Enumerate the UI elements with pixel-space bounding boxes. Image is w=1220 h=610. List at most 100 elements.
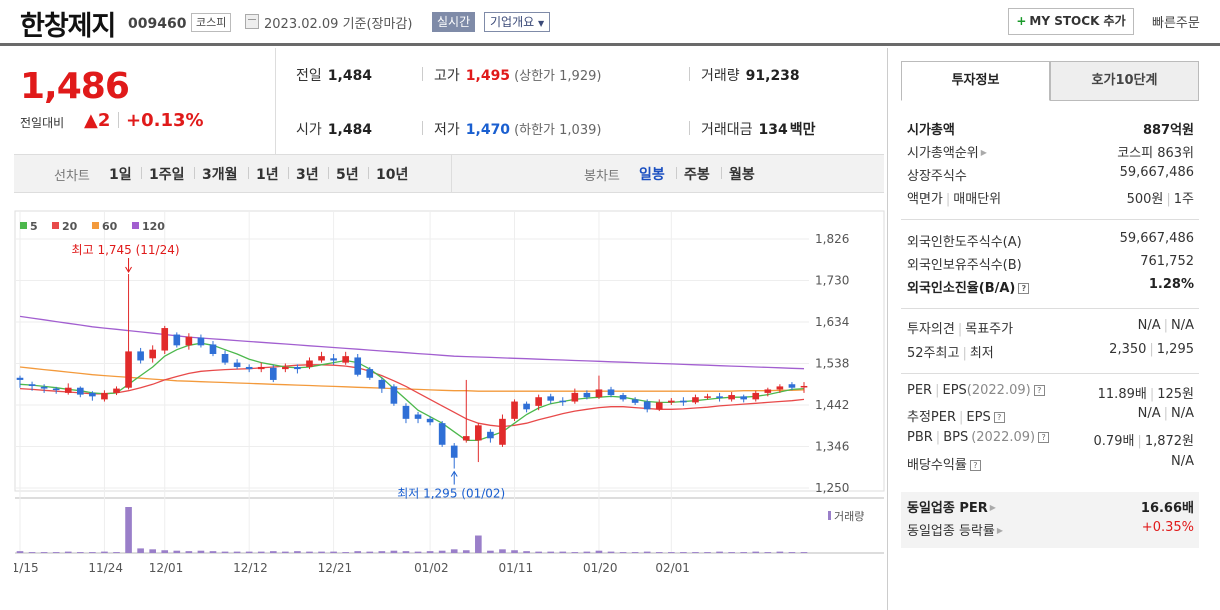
x-tick-label: 01/11 (499, 561, 534, 575)
divider: | (1137, 434, 1142, 449)
open-stat: 시가 1,484 (296, 119, 372, 139)
candle-body (257, 366, 265, 370)
candle-monthly[interactable]: 월봉 (729, 167, 755, 183)
week52-low-text: 최저 (969, 346, 994, 361)
bps-num: 1,872원 (1144, 434, 1194, 449)
period-3m[interactable]: 3개월 (202, 167, 238, 183)
period-1y[interactable]: 1년 (256, 167, 279, 183)
period-3y[interactable]: 3년 (296, 167, 319, 183)
divider: | (1149, 387, 1155, 402)
investment-info-panel: 투자정보 호가10단계 시가총액 887억원 시가총액순위 ▶ 코스피 863위 … (887, 48, 1220, 610)
realtime-button[interactable]: 실시간 (432, 12, 476, 32)
prev-close-value: 1,484 (327, 68, 373, 84)
volume-bar (64, 551, 72, 553)
volume-bar (583, 551, 591, 553)
x-tick-label: 11/24 (88, 561, 123, 575)
divider (901, 373, 1199, 374)
help-icon[interactable]: ? (1018, 283, 1030, 294)
industry-change-text: 동일업종 등락률 (907, 524, 995, 539)
quick-order-button[interactable]: 빠른주문 (1152, 16, 1200, 31)
divider (901, 308, 1199, 309)
divider (328, 167, 329, 179)
market-cap-rank-value: 코스피 863위 (1117, 146, 1194, 161)
volume-stat: 거래량 91,238 (689, 65, 800, 85)
high-arrowhead (125, 266, 132, 273)
volume-bar (318, 551, 325, 553)
candle-body (680, 400, 687, 403)
candle-body (728, 395, 735, 400)
face-value-text: 액면가 (907, 192, 943, 207)
volume-bar (764, 552, 772, 553)
tab-order-book[interactable]: 호가10단계 (1050, 61, 1199, 101)
candle-body (161, 328, 169, 351)
candle-body (800, 385, 808, 388)
trade-unit-num: 1주 (1173, 192, 1194, 207)
legend-label: 5 (30, 220, 38, 233)
x-tick-label: 12/12 (233, 561, 268, 575)
industry-change-row[interactable]: 동일업종 등락률 ▶ +0.35% (907, 520, 1194, 542)
market-cap-rank-row[interactable]: 시가총액순위 ▶ 코스피 863위 (907, 142, 1194, 164)
dividend-text: 배당수익률 (907, 458, 967, 473)
shares-value: 59,667,486 (1119, 165, 1194, 180)
candle-body (583, 392, 591, 398)
candle-body (655, 402, 663, 410)
foreign-limit-value: 59,667,486 (1119, 231, 1194, 246)
pbr-num: 0.79배 (1093, 434, 1135, 449)
foreign-limit-label: 외국인한도주식수(A) (907, 235, 1022, 250)
volume-bar (547, 551, 555, 553)
foreign-ratio-row: 외국인소진율(B/A)? 1.28% (907, 277, 1194, 299)
industry-per-row[interactable]: 동일업종 PER ▶ 16.66배 (907, 497, 1194, 519)
candlestick-chart[interactable]: 1,826 1,730 1,634 1,538 1,442 1,346 1,250 11/15… (4, 193, 886, 610)
period-5y[interactable]: 5년 (336, 167, 359, 183)
candle-body (52, 388, 60, 391)
volume-bar (559, 551, 567, 553)
volume-bar (619, 552, 627, 553)
period-10y[interactable]: 10년 (376, 167, 409, 183)
divider (194, 167, 195, 179)
candle-body (402, 405, 410, 419)
chart-frame (14, 210, 885, 492)
help-icon[interactable]: ? (1038, 432, 1050, 443)
candle-body (113, 388, 120, 393)
candle-body (438, 423, 446, 445)
legend-swatch (92, 222, 99, 229)
candle-body (595, 389, 603, 398)
help-icon[interactable]: ? (969, 460, 981, 471)
volume-bar (282, 551, 289, 553)
x-tick-label: 11/15 (14, 561, 39, 575)
volume-bar (728, 552, 735, 553)
candle-body (426, 418, 434, 423)
volume-bar (426, 551, 434, 553)
low-stat: 저가 1,470 (하한가 1,039) (421, 119, 601, 139)
candle-body (752, 392, 760, 400)
volume-bar (438, 550, 446, 553)
company-overview-label: 기업개요 (490, 15, 535, 29)
trade-unit-text: 매매단위 (953, 192, 1002, 207)
candle-weekly[interactable]: 주봉 (684, 167, 710, 183)
help-icon[interactable]: ? (993, 412, 1005, 423)
help-icon[interactable]: ? (1033, 385, 1045, 396)
divider (901, 219, 1199, 220)
volume-bar (390, 550, 398, 553)
tab-investment-info[interactable]: 투자정보 (901, 61, 1050, 101)
upper-limit: (상한가 1,929) (514, 69, 602, 84)
candle-body (40, 386, 48, 389)
price-stats: 전일 1,484 고가 1,495 (상한가 1,929) 거래량 91,238 시가 1… (276, 48, 884, 154)
candle-body (487, 431, 494, 439)
eps-text: EPS (942, 383, 967, 398)
mystock-add-button[interactable]: + MY STOCK 추가 (1008, 8, 1134, 35)
candle-body (704, 396, 711, 398)
candle-body (643, 401, 651, 410)
volume-bar (643, 551, 651, 553)
company-overview-button[interactable]: 기업개요 ▼ (484, 12, 551, 32)
divider (118, 112, 119, 128)
foreign-hold-value: 761,752 (1140, 254, 1194, 269)
volume-bar (354, 551, 362, 553)
volume-bar (209, 551, 217, 553)
price-chart[interactable]: 1,826 1,730 1,634 1,538 1,442 1,346 1,250 11/15… (4, 193, 886, 610)
period-1d[interactable]: 1일 (109, 167, 132, 183)
candle-daily[interactable]: 일봉 (639, 167, 665, 183)
period-1w[interactable]: 1주일 (149, 167, 185, 183)
volume-bar (487, 550, 494, 553)
open-value: 1,484 (327, 122, 373, 138)
